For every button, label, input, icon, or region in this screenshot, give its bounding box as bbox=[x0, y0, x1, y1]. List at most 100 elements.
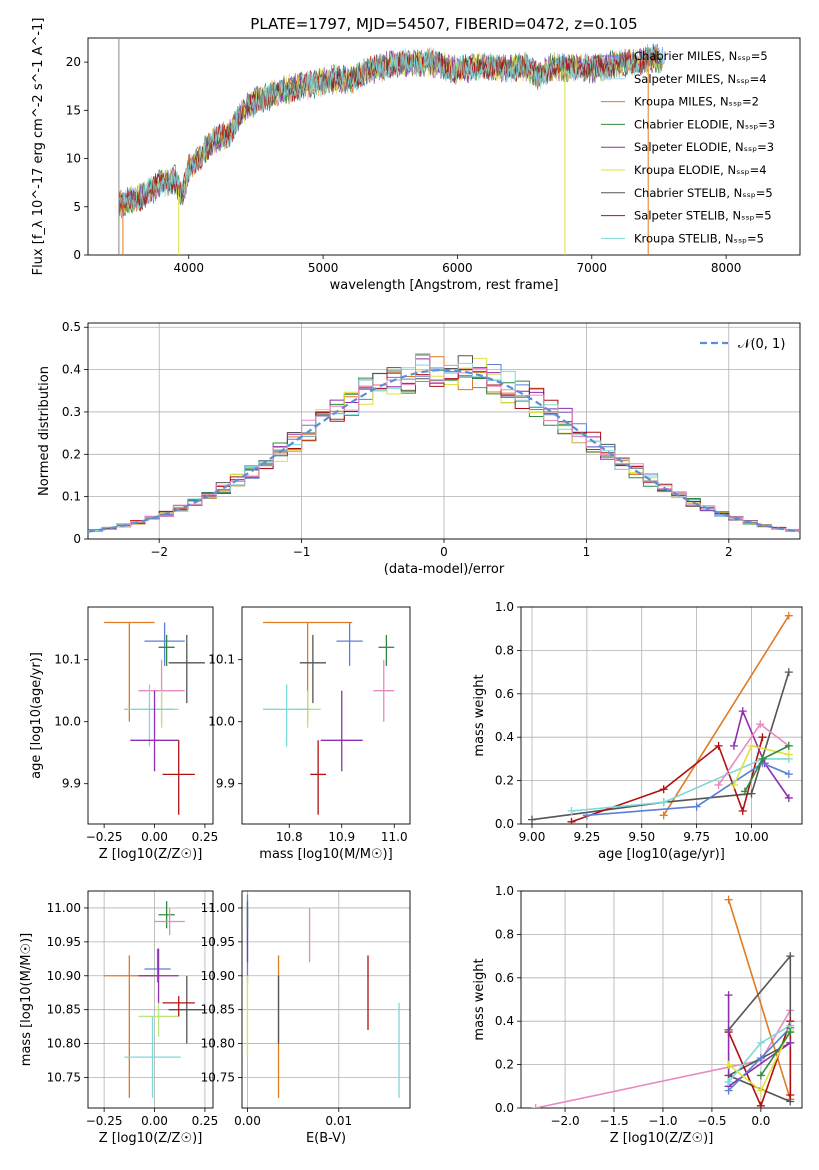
plot-frame bbox=[87, 37, 801, 256]
x-tick-label: 10.00 bbox=[734, 830, 768, 844]
y-axis-label: age [log10(age/yr)] bbox=[29, 652, 44, 779]
mass_vs_Z-marks bbox=[104, 901, 205, 1098]
y-tick-label: 0.0 bbox=[495, 817, 514, 831]
data-point bbox=[168, 975, 205, 1044]
point-marker bbox=[567, 806, 576, 815]
data-point bbox=[104, 621, 155, 722]
point-marker bbox=[714, 780, 723, 789]
x-tick-label: 10.9 bbox=[328, 830, 355, 844]
legend-entry: Chabrier STELIB, Nₛₛₚ=5 bbox=[634, 186, 773, 200]
spectrum-axes: 4000 5000 6000 7000 8000 0 5 10 15 20 wavelength [… bbox=[31, 18, 801, 293]
legend-entry: Chabrier MILES, Nₛₛₚ=5 bbox=[634, 49, 768, 63]
x-tick-label: −1.5 bbox=[599, 1114, 628, 1128]
point-marker bbox=[786, 1038, 795, 1047]
point-marker bbox=[756, 1071, 765, 1080]
x-tick-label: 6000 bbox=[442, 261, 473, 275]
x-tick-label: −0.25 bbox=[86, 1114, 123, 1128]
data-point bbox=[373, 659, 395, 722]
y-tick-label: 0.8 bbox=[495, 643, 514, 657]
y-tick-label: 10.75 bbox=[47, 1070, 81, 1084]
mass_weight_vs_Z-marks bbox=[531, 895, 795, 1108]
x-tick-label: 10.8 bbox=[276, 830, 303, 844]
data-point bbox=[138, 1002, 179, 1037]
y-tick-label: 0.8 bbox=[495, 927, 514, 941]
histogram-step bbox=[88, 356, 800, 532]
data-point bbox=[378, 634, 395, 666]
point-marker bbox=[784, 750, 793, 759]
histogram-step bbox=[88, 353, 800, 532]
series-line bbox=[727, 899, 792, 1100]
y-tick-label: 0.0 bbox=[495, 1101, 514, 1115]
x-tick-label: −0.5 bbox=[697, 1114, 726, 1128]
x-tick-label: 5000 bbox=[308, 261, 339, 275]
legend-entry: Kroupa MILES, Nₛₛₚ=2 bbox=[634, 95, 759, 109]
x-tick-label: 4000 bbox=[173, 261, 204, 275]
age_vs_Z-axes: −0.25 0.00 0.25 9.9 10.0 10.1 Z [log10(Z/Z☉)] a… bbox=[29, 606, 218, 862]
y-tick-label: 0.4 bbox=[495, 730, 514, 744]
x-tick-label: 0.25 bbox=[192, 1114, 219, 1128]
y-tick-label: 10.80 bbox=[201, 1037, 235, 1051]
x-tick-label: −1 bbox=[293, 545, 311, 559]
mass_weight_vs_age-axes: 9.00 9.25 9.50 9.75 10.00 0.0 0.2 0.4 0.6 0.8 1.0 a… bbox=[472, 600, 803, 862]
y-axis-label: mass weight bbox=[472, 958, 487, 1040]
series-line bbox=[586, 762, 790, 817]
legend-entry: Salpeter ELODIE, Nₛₛₚ=3 bbox=[634, 140, 774, 154]
point-marker bbox=[784, 770, 793, 779]
x-axis-label: Z [log10(Z/Z☉)] bbox=[99, 847, 203, 862]
series-line bbox=[531, 671, 790, 821]
y-tick-label: 5 bbox=[73, 200, 81, 214]
x-tick-label: 11.0 bbox=[381, 830, 408, 844]
data-point bbox=[138, 948, 179, 1003]
plot-frame bbox=[520, 606, 803, 825]
legend-entry: Kroupa ELODIE, Nₛₛₚ=4 bbox=[634, 163, 767, 177]
point-marker bbox=[784, 793, 793, 802]
y-tick-label: 10.90 bbox=[47, 969, 81, 983]
plot-frame bbox=[241, 606, 411, 825]
y-axis-label: Flux [f_λ 10^-17 erg cm^-2 s^-1 A^-1] bbox=[31, 18, 46, 276]
x-tick-label: 0.0 bbox=[751, 1114, 770, 1128]
series-line bbox=[760, 1031, 791, 1076]
point-marker bbox=[758, 754, 767, 763]
plot-frame bbox=[241, 890, 411, 1109]
figure-title: PLATE=1797, MJD=54507, FIBERID=0472, z=0… bbox=[250, 15, 637, 33]
y-tick-label: 10.95 bbox=[47, 935, 81, 949]
y-axis-label: mass [log10(M/M☉)] bbox=[19, 933, 34, 1066]
point-marker bbox=[582, 811, 591, 820]
data-point bbox=[158, 634, 175, 666]
y-tick-label: 1.0 bbox=[495, 884, 514, 898]
legend-entry: Salpeter MILES, Nₛₛₚ=4 bbox=[634, 72, 767, 86]
point-marker bbox=[724, 1060, 733, 1069]
data-point bbox=[124, 1016, 181, 1098]
y-tick-label: 10.95 bbox=[201, 935, 235, 949]
point-marker bbox=[659, 798, 668, 807]
y-tick-label: 0.3 bbox=[62, 405, 81, 419]
data-point bbox=[320, 690, 363, 772]
mass_vs_ebv-axes: 0.00 0.01 10.75 10.80 10.85 10.90 10.95 11.00 E(… bbox=[201, 890, 411, 1146]
y-tick-label: 11.00 bbox=[47, 901, 81, 915]
y-tick-label: 10.0 bbox=[208, 715, 235, 729]
y-axis-label: mass weight bbox=[472, 674, 487, 756]
x-tick-label: −1.0 bbox=[648, 1114, 677, 1128]
point-marker bbox=[756, 720, 765, 729]
y-tick-label: 0 bbox=[73, 532, 81, 546]
legend-entry: Chabrier ELODIE, Nₛₛₚ=3 bbox=[634, 117, 775, 131]
point-marker bbox=[729, 780, 738, 789]
point-marker bbox=[738, 707, 747, 716]
y-tick-label: 10 bbox=[66, 152, 81, 166]
y-tick-label: 9.9 bbox=[216, 777, 235, 791]
point-marker bbox=[747, 741, 756, 750]
age_vs_mass-marks bbox=[263, 621, 395, 815]
y-tick-label: 9.9 bbox=[62, 777, 81, 791]
series-line bbox=[727, 1020, 792, 1108]
spectrum-marks bbox=[118, 38, 666, 255]
spectrum-line bbox=[118, 43, 658, 216]
point-marker bbox=[659, 785, 668, 794]
y-tick-label: 15 bbox=[66, 103, 81, 117]
point-marker bbox=[784, 668, 793, 677]
point-marker bbox=[714, 741, 723, 750]
y-tick-label: 10.80 bbox=[47, 1037, 81, 1051]
x-tick-label: −2 bbox=[150, 545, 168, 559]
point-marker bbox=[567, 817, 576, 824]
spectrum-line bbox=[118, 43, 657, 212]
